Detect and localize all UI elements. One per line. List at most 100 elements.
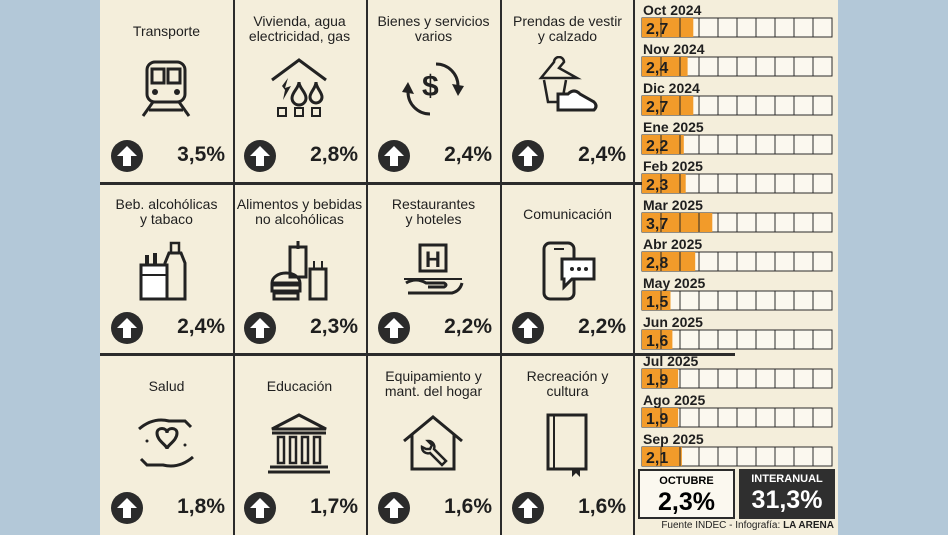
food-drink-icon <box>266 239 332 305</box>
category-cell: Salud 1,8% <box>100 355 233 535</box>
month-label: Mar 2025 <box>643 197 703 213</box>
october-summary: OCTUBRE 2,3% <box>638 469 735 519</box>
category-cell: Transporte 3,5% <box>100 0 233 183</box>
up-arrow-icon <box>110 139 144 173</box>
svg-text:H: H <box>425 247 441 272</box>
grid-divider <box>500 0 502 535</box>
month-label: Jun 2025 <box>643 314 703 330</box>
bar <box>642 252 696 271</box>
category-value: 3,5% <box>177 143 225 166</box>
up-arrow-icon <box>110 491 144 525</box>
bar-value-label: 2,7 <box>646 21 668 38</box>
category-title: Alimentos y bebidas no alcohólicas <box>236 196 363 227</box>
health-hands-heart-icon <box>133 411 199 477</box>
institution-building-icon <box>266 411 332 477</box>
bar <box>642 213 713 232</box>
category-title: Restaurantes y hoteles <box>391 196 476 227</box>
bar-value-label: 3,7 <box>646 216 668 233</box>
category-cell: Comunicación 2,2% <box>501 183 634 355</box>
up-arrow-icon <box>110 311 144 345</box>
svg-text:$: $ <box>422 70 439 103</box>
train-icon <box>133 56 199 122</box>
bar-value-label: 2,1 <box>646 450 668 467</box>
bar <box>642 174 686 193</box>
interanual-value: 31,3% <box>751 486 823 514</box>
interanual-label: INTERANUAL <box>751 473 823 485</box>
category-value: 2,4% <box>444 143 492 166</box>
category-grid: Transporte 3,5% Vivienda, agua electricida… <box>100 0 735 535</box>
bar-value-label: 1,9 <box>646 411 668 428</box>
house-wrench-icon <box>400 411 466 477</box>
category-title: Prendas de vestir y calzado <box>513 13 622 44</box>
category-cell: Educación 1,7% <box>233 355 366 535</box>
category-cell: Alimentos y bebidas no alcohólicas 2,3% <box>233 183 366 355</box>
up-arrow-icon <box>377 491 411 525</box>
category-value: 1,6% <box>444 495 492 518</box>
category-value: 2,3% <box>310 315 358 338</box>
category-title: Comunicación <box>523 206 612 222</box>
bar <box>642 291 671 310</box>
october-label: OCTUBRE <box>659 475 714 487</box>
category-value: 2,2% <box>444 315 492 338</box>
hotel-icon: H <box>400 239 466 305</box>
interanual-summary: INTERANUAL 31,3% <box>739 469 835 519</box>
month-label: Jul 2025 <box>643 353 698 369</box>
up-arrow-icon <box>243 491 277 525</box>
category-cell: Beb. alcohólicas y tabaco 2,4% <box>100 183 233 355</box>
category-value: 2,8% <box>310 143 358 166</box>
october-value: 2,3% <box>658 488 715 516</box>
house-utilities-icon <box>266 56 332 122</box>
bar-value-label: 1,9 <box>646 372 668 389</box>
bar-value-label: 2,8 <box>646 255 668 272</box>
bar <box>642 447 682 466</box>
up-arrow-icon <box>243 139 277 173</box>
grid-divider <box>100 182 735 185</box>
bar-value-label: 2,4 <box>646 60 668 77</box>
bar-value-label: 2,3 <box>646 177 668 194</box>
up-arrow-icon <box>243 311 277 345</box>
bar <box>642 369 679 388</box>
bar <box>642 57 688 76</box>
smartphone-message-icon <box>534 239 600 305</box>
category-title: Bienes y servicios varios <box>377 13 490 44</box>
category-cell: Prendas de vestir y calzado 2,4% <box>501 0 634 183</box>
month-label: Ene 2025 <box>643 119 704 135</box>
book-icon <box>534 411 600 477</box>
category-title: Equipamiento y mant. del hogar <box>384 368 483 399</box>
footer: Fuente INDEC - Infografía: LA ARENA <box>100 520 834 531</box>
category-title: Beb. alcohólicas y tabaco <box>115 196 218 227</box>
category-title: Salud <box>148 378 185 394</box>
bar-value-label: 1,6 <box>646 333 668 350</box>
category-title: Transporte <box>132 23 201 39</box>
grid-divider <box>233 0 235 535</box>
month-label: Abr 2025 <box>643 236 702 252</box>
category-value: 2,4% <box>177 315 225 338</box>
bar <box>642 408 679 427</box>
money-exchange-icon: $ <box>400 56 466 122</box>
category-title: Vivienda, agua electricidad, gas <box>248 13 351 44</box>
up-arrow-icon <box>511 311 545 345</box>
category-value: 1,6% <box>578 495 626 518</box>
month-label: Ago 2025 <box>643 392 705 408</box>
infographic: Transporte 3,5% Vivienda, agua electricida… <box>100 0 838 535</box>
month-label: May 2025 <box>643 275 705 291</box>
up-arrow-icon <box>377 311 411 345</box>
grid-divider <box>366 0 368 535</box>
month-label: Oct 2024 <box>643 2 702 18</box>
month-label: Dic 2024 <box>643 80 700 96</box>
bar-value-label: 2,2 <box>646 138 668 155</box>
bar-value-label: 1,5 <box>646 294 668 311</box>
category-title: Educación <box>266 378 333 394</box>
up-arrow-icon <box>511 491 545 525</box>
category-title: Recreación y cultura <box>526 368 609 399</box>
bar <box>642 330 673 349</box>
bar <box>642 135 684 154</box>
grid-divider <box>100 353 735 356</box>
category-value: 2,2% <box>578 315 626 338</box>
category-value: 1,8% <box>177 495 225 518</box>
clothes-shoe-icon <box>534 55 600 122</box>
category-cell: Vivienda, agua electricidad, gas 2,8% <box>233 0 366 183</box>
bottle-cigarette-icon <box>133 239 199 305</box>
category-cell: Restaurantes y hoteles H 2,2% <box>367 183 500 355</box>
monthly-chart: Oct 2024 2,7 Nov 2024 2,4 Dic 2024 2,7 Ene 202… <box>635 0 838 535</box>
